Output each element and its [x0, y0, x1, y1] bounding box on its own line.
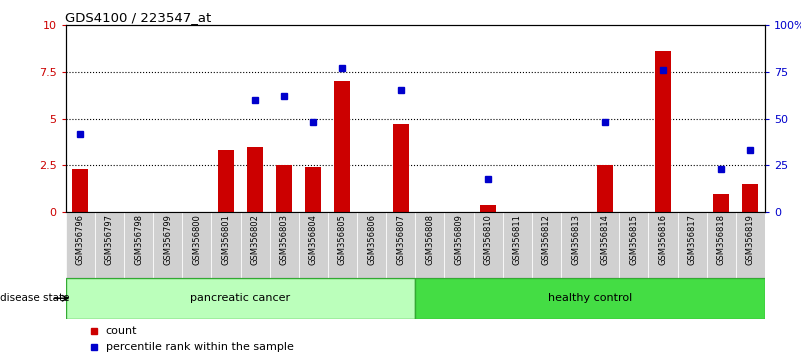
Bar	[218, 150, 234, 212]
Text: disease state: disease state	[0, 293, 70, 303]
Bar	[328, 212, 357, 278]
Bar	[445, 212, 473, 278]
Bar	[72, 169, 88, 212]
Bar	[247, 147, 263, 212]
Text: GSM356818: GSM356818	[717, 215, 726, 266]
Bar	[743, 184, 759, 212]
Bar	[392, 124, 409, 212]
Bar	[182, 212, 211, 278]
Bar	[357, 212, 386, 278]
Text: GSM356808: GSM356808	[425, 215, 434, 266]
Text: GSM356807: GSM356807	[396, 215, 405, 266]
Bar	[95, 212, 124, 278]
Text: GSM356811: GSM356811	[513, 215, 521, 265]
Bar	[299, 212, 328, 278]
Bar	[655, 51, 671, 212]
Bar	[386, 212, 415, 278]
Bar	[415, 212, 445, 278]
Bar	[597, 165, 613, 212]
Text: GSM356797: GSM356797	[105, 215, 114, 266]
Bar	[66, 212, 95, 278]
Text: GSM356799: GSM356799	[163, 215, 172, 265]
Text: GSM356801: GSM356801	[221, 215, 231, 265]
Bar	[678, 212, 706, 278]
Text: GSM356810: GSM356810	[484, 215, 493, 265]
Bar	[415, 278, 765, 319]
Bar	[66, 278, 415, 319]
Bar	[473, 212, 503, 278]
Text: count: count	[106, 326, 137, 336]
Text: GSM356798: GSM356798	[134, 215, 143, 266]
Text: GSM356806: GSM356806	[367, 215, 376, 266]
Bar	[736, 212, 765, 278]
Text: GSM356816: GSM356816	[658, 215, 667, 266]
Text: GSM356817: GSM356817	[687, 215, 697, 266]
Text: GDS4100 / 223547_at: GDS4100 / 223547_at	[65, 11, 211, 24]
Bar	[619, 212, 649, 278]
Bar	[305, 167, 321, 212]
Text: GSM356812: GSM356812	[542, 215, 551, 265]
Bar	[561, 212, 590, 278]
Bar	[335, 81, 351, 212]
Text: GSM356813: GSM356813	[571, 215, 580, 266]
Bar	[713, 194, 729, 212]
Text: GSM356809: GSM356809	[454, 215, 464, 265]
Text: percentile rank within the sample: percentile rank within the sample	[106, 342, 293, 352]
Text: GSM356805: GSM356805	[338, 215, 347, 265]
Bar	[480, 205, 496, 212]
Text: GSM356802: GSM356802	[251, 215, 260, 265]
Bar	[276, 165, 292, 212]
Text: pancreatic cancer: pancreatic cancer	[191, 293, 291, 303]
Text: GSM356796: GSM356796	[76, 215, 85, 266]
Bar	[648, 212, 678, 278]
Bar	[124, 212, 153, 278]
Bar	[503, 212, 532, 278]
Text: GSM356803: GSM356803	[280, 215, 288, 266]
Bar	[590, 212, 619, 278]
Text: healthy control: healthy control	[548, 293, 632, 303]
Text: GSM356814: GSM356814	[600, 215, 610, 265]
Bar	[270, 212, 299, 278]
Text: GSM356800: GSM356800	[192, 215, 201, 265]
Bar	[706, 212, 736, 278]
Text: GSM356804: GSM356804	[309, 215, 318, 265]
Text: GSM356815: GSM356815	[630, 215, 638, 265]
Bar	[153, 212, 182, 278]
Bar	[240, 212, 270, 278]
Bar	[532, 212, 561, 278]
Bar	[211, 212, 240, 278]
Text: GSM356819: GSM356819	[746, 215, 755, 265]
